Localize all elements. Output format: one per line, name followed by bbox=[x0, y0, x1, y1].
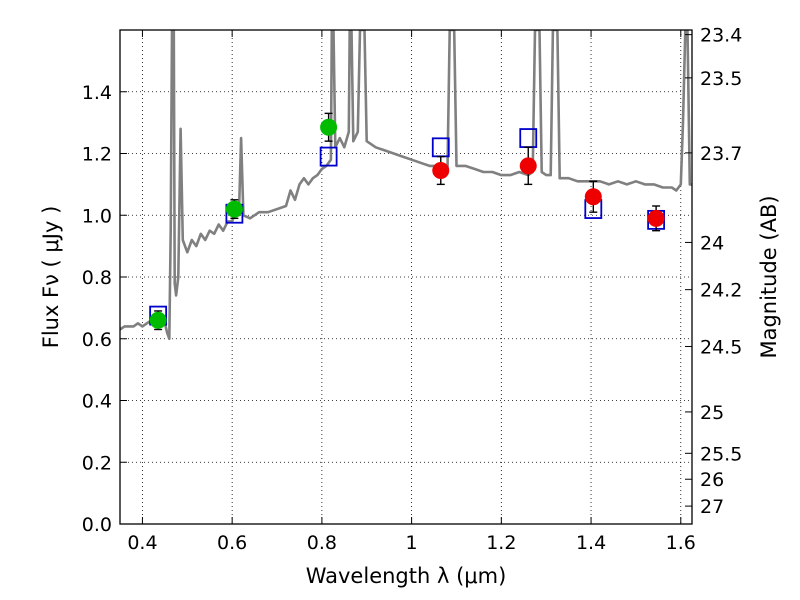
photometry-point bbox=[432, 161, 450, 179]
y-tick-label: 0.2 bbox=[82, 452, 112, 474]
right-tick-label: 25.5 bbox=[700, 443, 742, 465]
y-tick-label: 1.0 bbox=[82, 205, 112, 227]
right-axis-label: Magnitude (AB) bbox=[757, 195, 781, 358]
photometry-point bbox=[584, 188, 602, 206]
x-tick-label: 1.2 bbox=[486, 532, 516, 554]
x-tick-label: 1.6 bbox=[666, 532, 696, 554]
y-axis-ticks: 0.0 0.2 0.4 0.6 0.8 1.0 1.2 1.4 bbox=[82, 82, 127, 536]
y-tick-label: 0.4 bbox=[82, 391, 112, 413]
right-tick-label: 24.2 bbox=[700, 280, 742, 302]
right-tick-label: 23.7 bbox=[700, 143, 742, 165]
y-tick-label: 1.4 bbox=[82, 82, 112, 104]
right-axis-ticks: 23.4 23.5 23.7 24 24.2 24.5 25 25.5 26 27 bbox=[685, 25, 742, 518]
plot-frame bbox=[119, 29, 693, 525]
spectrum-line bbox=[120, 30, 692, 341]
x-axis-ticks: 0.4 0.6 0.8 1 1.2 1.4 1.6 bbox=[127, 30, 696, 554]
photometry-point bbox=[149, 311, 167, 329]
photometry-point bbox=[320, 118, 338, 136]
photometry-point bbox=[225, 200, 243, 218]
x-tick-label: 1.4 bbox=[576, 532, 606, 554]
y-axis-label: Flux Fν ( μJy ) bbox=[39, 206, 63, 349]
right-tick-label: 24 bbox=[700, 232, 724, 254]
x-tick-label: 0.4 bbox=[127, 532, 157, 554]
x-axis-label: Wavelength λ (μm) bbox=[306, 564, 507, 588]
x-tick-label: 0.6 bbox=[217, 532, 247, 554]
series-layer bbox=[120, 30, 692, 341]
marker-layer bbox=[149, 112, 666, 331]
right-tick-label: 25 bbox=[700, 402, 724, 424]
x-tick-label: 0.8 bbox=[307, 532, 337, 554]
right-tick-label: 26 bbox=[700, 469, 724, 491]
y-tick-label: 0.8 bbox=[82, 267, 112, 289]
y-tick-label: 0.0 bbox=[82, 514, 112, 536]
right-tick-label: 23.5 bbox=[700, 68, 742, 90]
model-square-marker bbox=[319, 146, 338, 167]
right-tick-label: 27 bbox=[700, 496, 724, 518]
right-tick-label: 24.5 bbox=[700, 336, 742, 358]
right-tick-label: 23.4 bbox=[700, 25, 742, 47]
x-tick-label: 1 bbox=[406, 532, 418, 554]
y-tick-label: 1.2 bbox=[82, 144, 112, 166]
photometry-point bbox=[519, 157, 537, 175]
grid bbox=[120, 30, 692, 525]
y-tick-label: 0.6 bbox=[82, 329, 112, 351]
photometry-point bbox=[647, 209, 665, 227]
